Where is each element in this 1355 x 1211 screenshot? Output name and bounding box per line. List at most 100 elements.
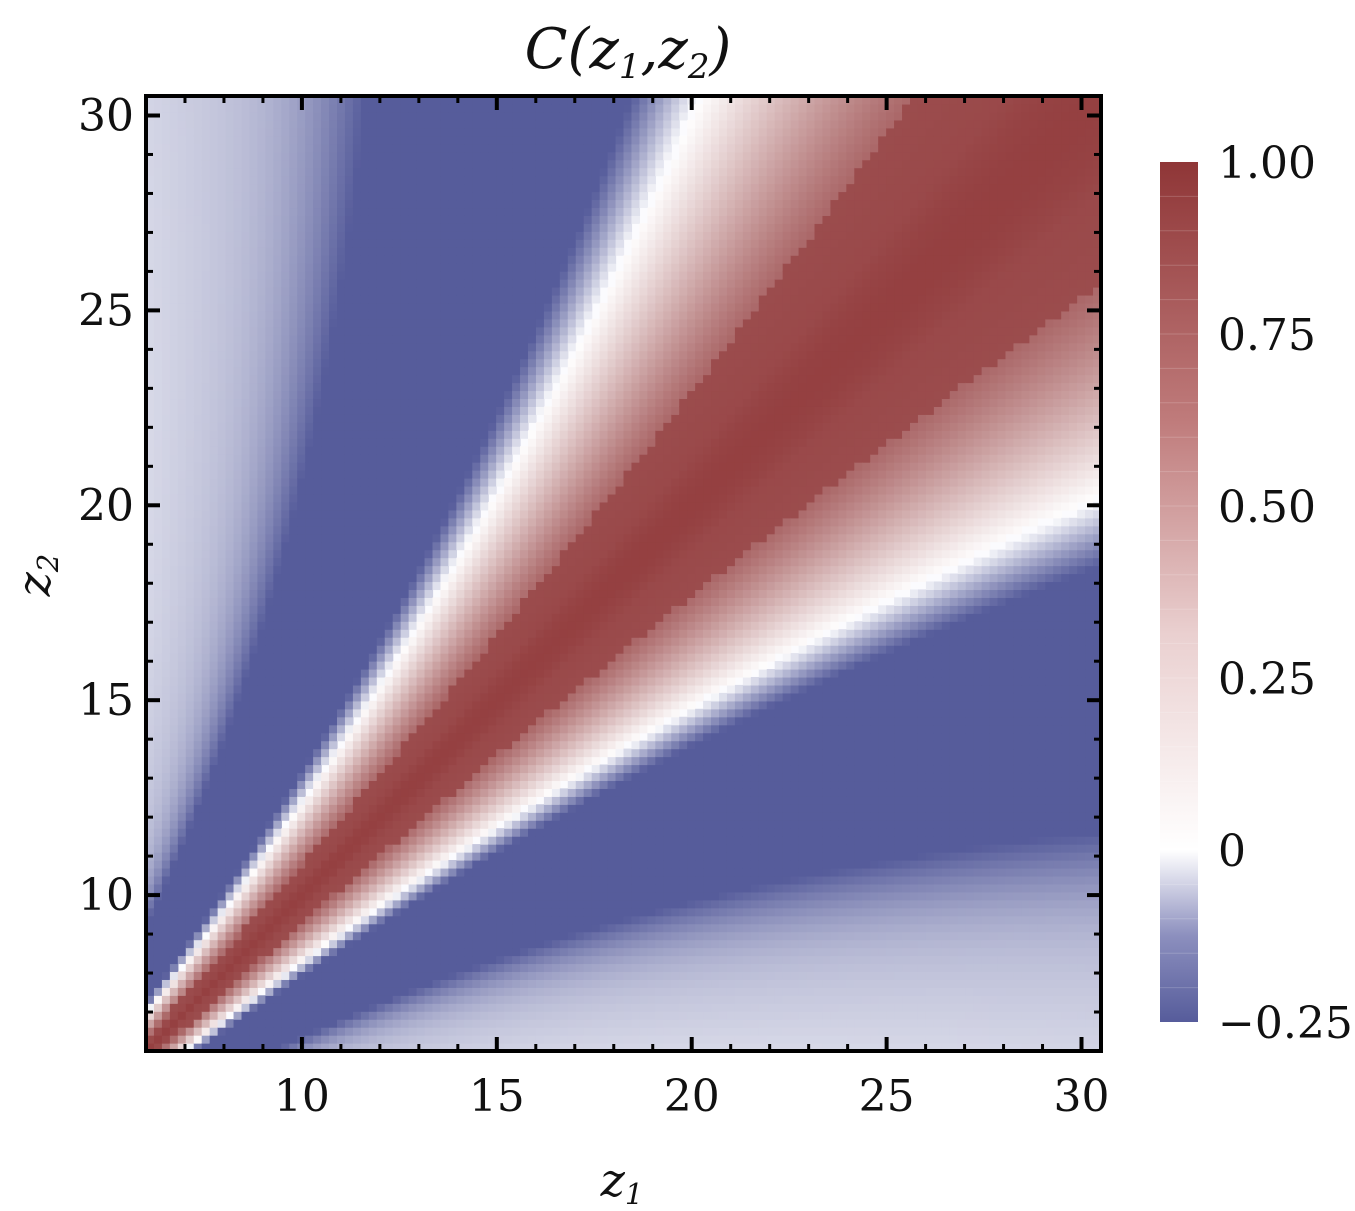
heatmap-cell	[313, 684, 322, 694]
heatmap-cell	[352, 836, 362, 845]
heatmap-cell	[146, 485, 155, 495]
heatmap-cell	[177, 358, 187, 368]
heatmap-cell	[432, 446, 442, 455]
heatmap-cell	[257, 995, 266, 1004]
heatmap-cell	[352, 119, 362, 129]
heatmap-cell	[432, 565, 442, 575]
heatmap-cell	[424, 501, 434, 511]
heatmap-cell	[193, 867, 203, 877]
heatmap-cell	[464, 629, 473, 638]
heatmap-cell	[337, 613, 346, 622]
heatmap-cell	[329, 621, 338, 630]
heatmap-cell	[289, 581, 298, 591]
heatmap-cell	[297, 724, 306, 734]
heatmap-cell	[297, 661, 306, 670]
heatmap-cell	[225, 501, 235, 511]
heatmap-cell	[169, 947, 179, 957]
heatmap-cell	[177, 326, 187, 336]
heatmap-cell	[321, 318, 330, 328]
heatmap-cell	[344, 1035, 354, 1044]
heatmap-cell	[281, 669, 290, 678]
heatmap-cell	[400, 199, 410, 209]
heatmap-cell	[241, 692, 251, 702]
heatmap-cell	[217, 541, 227, 551]
heatmap-cell	[400, 350, 410, 360]
heatmap-cell	[472, 358, 481, 368]
heatmap-cell	[392, 589, 402, 598]
heatmap-cell	[305, 119, 314, 129]
heatmap-cell	[337, 127, 346, 137]
heatmap-cell	[344, 215, 354, 224]
heatmap-cell	[440, 661, 450, 670]
heatmap-cell	[360, 971, 370, 980]
heatmap-cell	[217, 780, 227, 789]
heatmap-cell	[416, 382, 426, 392]
heatmap-cell	[209, 796, 219, 805]
heatmap-cell	[305, 669, 314, 678]
heatmap-cell	[313, 867, 322, 877]
heatmap-cell	[177, 740, 187, 750]
heatmap-cell	[161, 621, 171, 630]
heatmap-cell	[185, 501, 195, 511]
heatmap-cell	[337, 191, 346, 201]
heatmap-cell	[289, 875, 298, 885]
heatmap-cell	[368, 430, 378, 439]
heatmap-cell	[400, 374, 410, 384]
heatmap-cell	[416, 645, 426, 654]
heatmap-cell	[456, 772, 465, 782]
heatmap-cell	[360, 1043, 370, 1051]
heatmap-cell	[344, 899, 354, 909]
heatmap-cell	[321, 509, 330, 519]
heatmap-cell	[313, 581, 322, 591]
heatmap-cell	[368, 215, 378, 224]
heatmap-cell	[265, 517, 274, 527]
heatmap-cell	[464, 430, 473, 439]
heatmap-cell	[384, 183, 394, 193]
heatmap-cell	[360, 151, 370, 161]
heatmap-cell	[456, 923, 465, 933]
heatmap-cell	[360, 860, 370, 869]
heatmap-cell	[193, 1027, 203, 1036]
heatmap-cell	[146, 183, 155, 193]
heatmap-cell	[273, 804, 282, 813]
heatmap-cell	[368, 390, 378, 400]
heatmap-cell	[249, 183, 259, 193]
heatmap-cell	[273, 947, 282, 957]
heatmap-cell	[289, 143, 298, 153]
heatmap-cell	[400, 645, 410, 654]
heatmap-cell	[464, 812, 473, 821]
heatmap-cell	[225, 613, 235, 622]
heatmap-cell	[233, 1043, 243, 1051]
heatmap-cell	[408, 589, 418, 598]
heatmap-cell	[329, 406, 338, 415]
heatmap-cell	[408, 772, 418, 782]
heatmap-cell	[464, 374, 473, 384]
heatmap-cell	[249, 175, 259, 185]
heatmap-cell	[384, 103, 394, 113]
heatmap-cell	[209, 772, 219, 782]
heatmap-cell	[384, 398, 394, 407]
heatmap-cell	[146, 294, 155, 304]
heatmap-cell	[408, 501, 418, 511]
heatmap-cell	[352, 995, 362, 1004]
heatmap-cell	[456, 955, 465, 965]
heatmap-cell	[201, 788, 211, 797]
heatmap-cell	[193, 279, 203, 288]
heatmap-cell	[352, 947, 362, 957]
heatmap-cell	[193, 215, 203, 224]
heatmap-cell	[368, 302, 378, 312]
heatmap-cell	[384, 764, 394, 774]
heatmap-cell	[344, 326, 354, 336]
heatmap-cell	[265, 772, 274, 782]
heatmap-cell	[281, 764, 290, 774]
heatmap-cell	[257, 629, 266, 638]
heatmap-cell	[305, 740, 314, 750]
heatmap-cell	[352, 756, 362, 766]
heatmap-cell	[193, 772, 203, 782]
heatmap-cell	[432, 971, 442, 980]
heatmap-cell	[281, 804, 290, 813]
heatmap-cell	[146, 167, 155, 177]
heatmap-cell	[456, 207, 465, 216]
heatmap-cell	[440, 239, 450, 248]
heatmap-cell	[257, 287, 266, 296]
